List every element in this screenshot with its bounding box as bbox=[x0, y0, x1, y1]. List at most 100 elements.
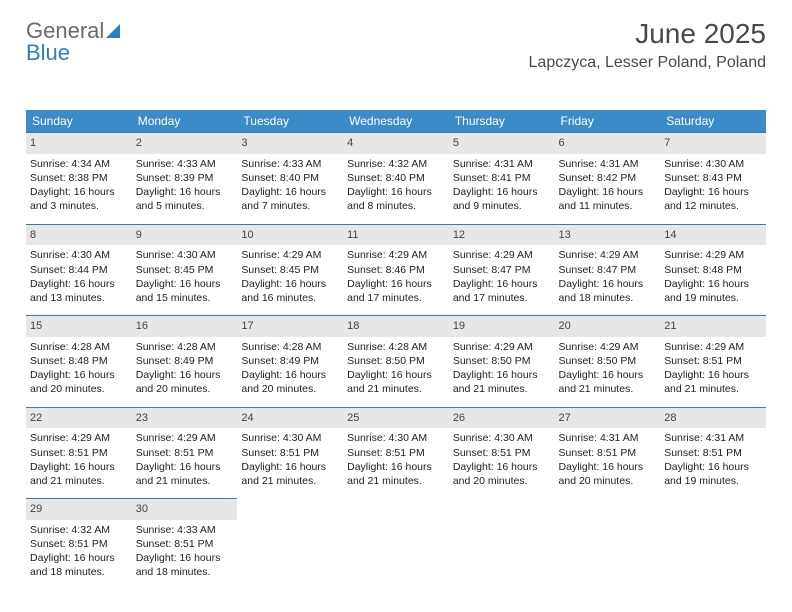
day-number: 5 bbox=[449, 133, 555, 154]
sunset-text: Sunset: 8:47 PM bbox=[453, 263, 551, 277]
weekday-header: Tuesday bbox=[237, 110, 343, 133]
sunrise-text: Sunrise: 4:32 AM bbox=[347, 157, 445, 171]
sunset-text: Sunset: 8:46 PM bbox=[347, 263, 445, 277]
sunset-text: Sunset: 8:51 PM bbox=[136, 537, 234, 551]
sunset-text: Sunset: 8:38 PM bbox=[30, 171, 128, 185]
daylight-text: Daylight: 16 hours and 19 minutes. bbox=[664, 460, 762, 488]
daylight-text: Daylight: 16 hours and 9 minutes. bbox=[453, 185, 551, 213]
calendar-cell: 6Sunrise: 4:31 AMSunset: 8:42 PMDaylight… bbox=[555, 133, 661, 225]
calendar-cell bbox=[237, 499, 343, 590]
calendar-cell: 21Sunrise: 4:29 AMSunset: 8:51 PMDayligh… bbox=[660, 316, 766, 408]
day-number: 29 bbox=[26, 499, 132, 520]
sunset-text: Sunset: 8:51 PM bbox=[136, 446, 234, 460]
day-number: 30 bbox=[132, 499, 238, 520]
sunrise-text: Sunrise: 4:33 AM bbox=[241, 157, 339, 171]
daylight-text: Daylight: 16 hours and 21 minutes. bbox=[241, 460, 339, 488]
calendar-row: 1Sunrise: 4:34 AMSunset: 8:38 PMDaylight… bbox=[26, 133, 766, 225]
sunset-text: Sunset: 8:51 PM bbox=[30, 537, 128, 551]
sunrise-text: Sunrise: 4:31 AM bbox=[559, 431, 657, 445]
calendar-row: 29Sunrise: 4:32 AMSunset: 8:51 PMDayligh… bbox=[26, 499, 766, 590]
sunrise-text: Sunrise: 4:34 AM bbox=[30, 157, 128, 171]
month-title: June 2025 bbox=[529, 18, 766, 50]
sunrise-text: Sunrise: 4:29 AM bbox=[664, 340, 762, 354]
daylight-text: Daylight: 16 hours and 21 minutes. bbox=[347, 368, 445, 396]
daylight-text: Daylight: 16 hours and 8 minutes. bbox=[347, 185, 445, 213]
sunset-text: Sunset: 8:40 PM bbox=[241, 171, 339, 185]
calendar-cell: 24Sunrise: 4:30 AMSunset: 8:51 PMDayligh… bbox=[237, 407, 343, 499]
day-number: 26 bbox=[449, 408, 555, 429]
title-block: June 2025 Lapczyca, Lesser Poland, Polan… bbox=[529, 18, 766, 72]
calendar-cell bbox=[449, 499, 555, 590]
sunset-text: Sunset: 8:51 PM bbox=[559, 446, 657, 460]
day-number: 10 bbox=[237, 225, 343, 246]
calendar-cell: 15Sunrise: 4:28 AMSunset: 8:48 PMDayligh… bbox=[26, 316, 132, 408]
calendar-cell: 5 Sunrise: 4:31 AMSunset: 8:41 PMDaylight… bbox=[449, 133, 555, 225]
day-number: 24 bbox=[237, 408, 343, 429]
weekday-header: Sunday bbox=[26, 110, 132, 133]
logo-text-blue: Blue bbox=[26, 40, 70, 65]
weekday-header: Saturday bbox=[660, 110, 766, 133]
calendar-cell: 27Sunrise: 4:31 AMSunset: 8:51 PMDayligh… bbox=[555, 407, 661, 499]
sunrise-text: Sunrise: 4:30 AM bbox=[241, 431, 339, 445]
day-number: 27 bbox=[555, 408, 661, 429]
weekday-header: Monday bbox=[132, 110, 238, 133]
daylight-text: Daylight: 16 hours and 19 minutes. bbox=[664, 277, 762, 305]
sunrise-text: Sunrise: 4:28 AM bbox=[30, 340, 128, 354]
calendar-cell: 29Sunrise: 4:32 AMSunset: 8:51 PMDayligh… bbox=[26, 499, 132, 590]
calendar-cell: 26Sunrise: 4:30 AMSunset: 8:51 PMDayligh… bbox=[449, 407, 555, 499]
sunset-text: Sunset: 8:51 PM bbox=[664, 354, 762, 368]
daylight-text: Daylight: 16 hours and 21 minutes. bbox=[347, 460, 445, 488]
sunset-text: Sunset: 8:49 PM bbox=[136, 354, 234, 368]
sunrise-text: Sunrise: 4:29 AM bbox=[453, 340, 551, 354]
daylight-text: Daylight: 16 hours and 7 minutes. bbox=[241, 185, 339, 213]
calendar-cell: 16Sunrise: 4:28 AMSunset: 8:49 PMDayligh… bbox=[132, 316, 238, 408]
day-number: 28 bbox=[660, 408, 766, 429]
sunset-text: Sunset: 8:50 PM bbox=[347, 354, 445, 368]
calendar-cell bbox=[343, 499, 449, 590]
daylight-text: Daylight: 16 hours and 21 minutes. bbox=[136, 460, 234, 488]
calendar-cell bbox=[660, 499, 766, 590]
logo-line2: Blue bbox=[26, 40, 70, 66]
calendar-cell: 3Sunrise: 4:33 AMSunset: 8:40 PMDaylight… bbox=[237, 133, 343, 225]
sunset-text: Sunset: 8:48 PM bbox=[30, 354, 128, 368]
sunrise-text: Sunrise: 4:30 AM bbox=[664, 157, 762, 171]
sunrise-text: Sunrise: 4:28 AM bbox=[241, 340, 339, 354]
day-number: 7 bbox=[660, 133, 766, 154]
sunset-text: Sunset: 8:50 PM bbox=[559, 354, 657, 368]
calendar-row: 22Sunrise: 4:29 AMSunset: 8:51 PMDayligh… bbox=[26, 407, 766, 499]
daylight-text: Daylight: 16 hours and 18 minutes. bbox=[559, 277, 657, 305]
calendar-cell: 17Sunrise: 4:28 AMSunset: 8:49 PMDayligh… bbox=[237, 316, 343, 408]
sunrise-text: Sunrise: 4:31 AM bbox=[453, 157, 551, 171]
sunrise-text: Sunrise: 4:31 AM bbox=[559, 157, 657, 171]
sunset-text: Sunset: 8:42 PM bbox=[559, 171, 657, 185]
day-number: 12 bbox=[449, 225, 555, 246]
daylight-text: Daylight: 16 hours and 16 minutes. bbox=[241, 277, 339, 305]
calendar-cell bbox=[555, 499, 661, 590]
day-number: 13 bbox=[555, 225, 661, 246]
sunrise-text: Sunrise: 4:30 AM bbox=[136, 248, 234, 262]
weekday-header: Friday bbox=[555, 110, 661, 133]
sunrise-text: Sunrise: 4:29 AM bbox=[241, 248, 339, 262]
calendar-cell: 22Sunrise: 4:29 AMSunset: 8:51 PMDayligh… bbox=[26, 407, 132, 499]
sunrise-text: Sunrise: 4:31 AM bbox=[664, 431, 762, 445]
sunset-text: Sunset: 8:41 PM bbox=[453, 171, 551, 185]
day-number: 17 bbox=[237, 316, 343, 337]
daylight-text: Daylight: 16 hours and 17 minutes. bbox=[453, 277, 551, 305]
day-number: 14 bbox=[660, 225, 766, 246]
day-number: 4 bbox=[343, 133, 449, 154]
day-number: 23 bbox=[132, 408, 238, 429]
sunset-text: Sunset: 8:45 PM bbox=[241, 263, 339, 277]
sunrise-text: Sunrise: 4:29 AM bbox=[453, 248, 551, 262]
sunrise-text: Sunrise: 4:29 AM bbox=[664, 248, 762, 262]
sunset-text: Sunset: 8:51 PM bbox=[664, 446, 762, 460]
sunset-text: Sunset: 8:40 PM bbox=[347, 171, 445, 185]
daylight-text: Daylight: 16 hours and 5 minutes. bbox=[136, 185, 234, 213]
day-number: 22 bbox=[26, 408, 132, 429]
calendar-cell: 1Sunrise: 4:34 AMSunset: 8:38 PMDaylight… bbox=[26, 133, 132, 225]
daylight-text: Daylight: 16 hours and 20 minutes. bbox=[136, 368, 234, 396]
calendar-cell: 18Sunrise: 4:28 AMSunset: 8:50 PMDayligh… bbox=[343, 316, 449, 408]
sunrise-text: Sunrise: 4:30 AM bbox=[347, 431, 445, 445]
daylight-text: Daylight: 16 hours and 18 minutes. bbox=[30, 551, 128, 579]
sunrise-text: Sunrise: 4:29 AM bbox=[559, 340, 657, 354]
sunset-text: Sunset: 8:51 PM bbox=[453, 446, 551, 460]
